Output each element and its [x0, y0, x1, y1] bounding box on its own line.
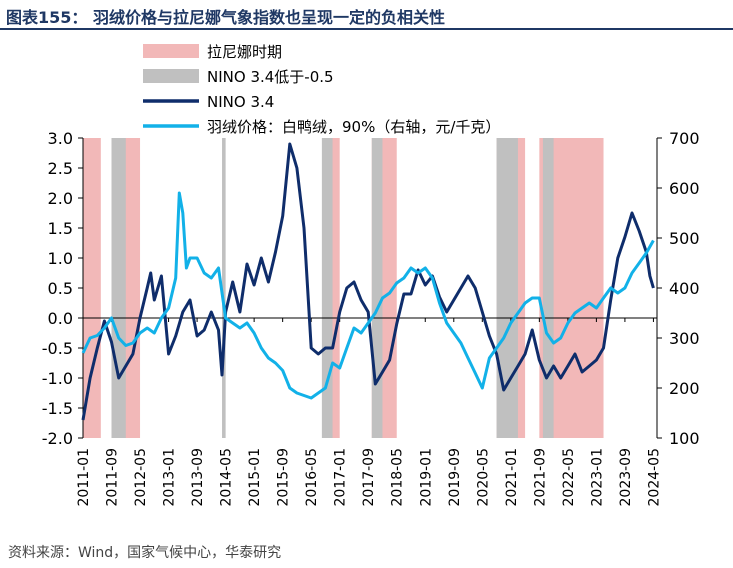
x-tick-label: 2011-09: [105, 448, 121, 507]
left-tick-label: -0.5: [42, 339, 73, 358]
left-tick-label: -1.0: [42, 369, 73, 388]
axes: 3.0 2.5 2.0 1.5 1.0 0.5 0.0 -0.5 -1.0 -1.5 -2.0 700…: [42, 129, 700, 507]
left-tick-label: 3.0: [48, 129, 73, 148]
x-tick-label: 2015-01: [247, 448, 263, 507]
period-bands: [83, 138, 604, 438]
nino-below-band: [371, 138, 383, 438]
left-tick-label: 0.0: [48, 309, 73, 328]
nino-series-line: [81, 142, 655, 421]
nino-below-band: [542, 138, 554, 438]
legend-swatch-band: [143, 69, 199, 83]
legend-swatch-band: [143, 44, 199, 58]
left-tick-label: -1.5: [42, 399, 73, 418]
down-price-series-line: [81, 191, 655, 400]
x-tick-label: 2015-09: [276, 448, 292, 507]
right-tick-label: 200: [669, 379, 700, 398]
chart-title: 图表155： 羽绒价格与拉尼娜气象指数也呈现一定的负相关性: [6, 8, 445, 27]
right-tick-label: 300: [669, 329, 700, 348]
x-tick-label: 2023-01: [589, 448, 605, 507]
x-tick-label: 2016-05: [304, 448, 320, 507]
left-tick-label: 1.5: [48, 219, 73, 238]
left-tick-label: 1.0: [48, 249, 73, 268]
x-tick-label: 2021-09: [532, 448, 548, 507]
x-tick-label: 2011-01: [76, 448, 92, 507]
x-tick-label: 2020-05: [475, 448, 491, 507]
title-bar: 图表155： 羽绒价格与拉尼娜气象指数也呈现一定的负相关性: [0, 0, 733, 30]
right-tick-label: 600: [669, 179, 700, 198]
legend: 拉尼娜时期 NINO 3.4低于-0.5 NINO 3.4 羽绒价格：白鸭绒，90%（…: [143, 43, 500, 136]
chart: 3.0 2.5 2.0 1.5 1.0 0.5 0.0 -0.5 -1.0 -1.5 -2.0 700…: [42, 43, 700, 507]
source-note: 资料来源：Wind，国家气候中心，华泰研究: [8, 545, 282, 561]
x-tick-label: 2012-05: [133, 448, 149, 507]
legend-label: NINO 3.4低于-0.5: [207, 68, 334, 86]
nino-below-band: [111, 138, 126, 438]
legend-label: 羽绒价格：白鸭绒，90%（右轴，元/千克）: [207, 118, 500, 136]
left-tick-label: 2.5: [48, 159, 73, 178]
nino-below-band: [496, 138, 518, 438]
x-tick-label: 2021-01: [504, 448, 520, 507]
left-tick-label: 2.0: [48, 189, 73, 208]
nino-below-band: [222, 138, 226, 438]
right-tick-label: 100: [669, 429, 700, 448]
legend-label: NINO 3.4: [207, 93, 274, 111]
series-lines: [81, 142, 655, 421]
x-tick-label: 2013-09: [190, 448, 206, 507]
x-tick-label: 2013-01: [162, 448, 178, 507]
right-tick-label: 400: [669, 279, 700, 298]
legend-label: 拉尼娜时期: [207, 43, 282, 61]
left-tick-label: -2.0: [42, 429, 73, 448]
right-tick-label: 700: [669, 129, 700, 148]
x-tick-label: 2018-05: [390, 448, 406, 507]
x-tick-label: 2017-01: [333, 448, 349, 507]
x-tick-label: 2022-05: [561, 448, 577, 507]
right-tick-label: 500: [669, 229, 700, 248]
x-tick-label: 2014-05: [219, 448, 235, 507]
left-tick-label: 0.5: [48, 279, 73, 298]
x-tick-label: 2019-01: [418, 448, 434, 507]
x-tick-label: 2017-09: [361, 448, 377, 507]
x-tick-label: 2019-09: [447, 448, 463, 507]
x-tick-label: 2023-09: [618, 448, 634, 507]
la-nina-band: [83, 138, 101, 438]
x-tick-label: 2024-05: [646, 448, 662, 507]
nino-below-band: [321, 138, 333, 438]
